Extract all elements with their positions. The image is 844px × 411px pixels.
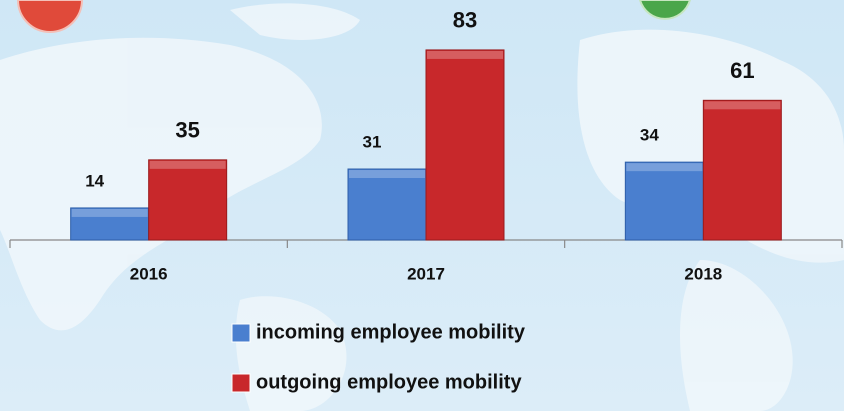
decor-circle <box>638 0 692 20</box>
bar <box>624 161 704 241</box>
bar <box>702 99 782 241</box>
bar-highlight <box>71 208 148 217</box>
data-label: 83 <box>453 8 477 33</box>
legend-swatch <box>231 323 251 343</box>
x-tick-label: 2016 <box>130 264 168 283</box>
data-label: 14 <box>85 171 104 190</box>
x-tick-label: 2018 <box>684 264 722 283</box>
data-label: 34 <box>640 126 659 145</box>
bar <box>347 168 427 241</box>
x-tick-label: 2017 <box>407 264 445 283</box>
legend-label: outgoing employee mobility <box>256 371 522 393</box>
bar-highlight <box>626 163 703 172</box>
data-label: 35 <box>175 118 199 143</box>
bar-highlight <box>427 50 503 59</box>
data-label: 31 <box>363 132 382 151</box>
legend-label: incoming employee mobility <box>256 321 526 343</box>
legend-swatch <box>231 373 251 393</box>
bar-highlight <box>349 170 425 179</box>
bar-highlight <box>704 101 781 110</box>
bar-highlight <box>149 160 226 169</box>
bar <box>148 159 228 241</box>
decor-circle <box>16 0 84 33</box>
data-label: 61 <box>730 58 754 83</box>
bar <box>425 49 505 241</box>
